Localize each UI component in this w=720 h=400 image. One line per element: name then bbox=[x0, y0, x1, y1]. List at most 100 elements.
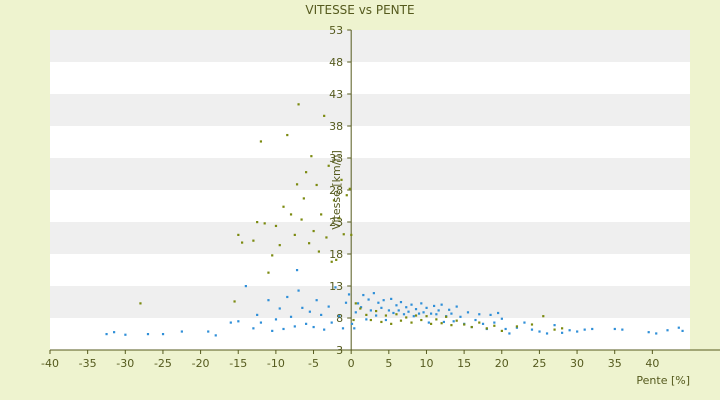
data-point bbox=[354, 302, 357, 305]
data-point bbox=[350, 233, 353, 236]
data-point bbox=[293, 325, 296, 328]
data-point bbox=[407, 310, 410, 313]
data-point bbox=[302, 197, 305, 200]
y-tick-label: 3 bbox=[336, 344, 343, 357]
data-point bbox=[647, 331, 650, 334]
data-point bbox=[410, 321, 413, 324]
data-point bbox=[478, 321, 481, 324]
data-point bbox=[289, 213, 293, 216]
grid-band bbox=[50, 286, 690, 318]
data-point bbox=[207, 330, 210, 333]
data-point bbox=[286, 295, 289, 299]
data-point bbox=[380, 320, 383, 324]
data-point bbox=[420, 318, 423, 322]
data-point bbox=[340, 178, 343, 181]
data-point bbox=[655, 332, 658, 335]
data-point bbox=[256, 313, 259, 316]
data-point bbox=[485, 327, 488, 330]
data-point bbox=[308, 310, 311, 313]
data-point bbox=[345, 194, 348, 197]
x-tick-label: 20 bbox=[495, 357, 509, 370]
data-point bbox=[297, 289, 300, 292]
data-point bbox=[233, 300, 236, 303]
data-point bbox=[139, 302, 142, 305]
data-point bbox=[267, 271, 270, 274]
data-point bbox=[278, 244, 281, 247]
data-point bbox=[412, 315, 415, 318]
data-point bbox=[530, 323, 534, 326]
data-point bbox=[470, 325, 473, 329]
data-point bbox=[308, 242, 311, 245]
data-point bbox=[259, 321, 263, 324]
y-tick-label: 43 bbox=[329, 88, 343, 101]
data-point bbox=[397, 309, 400, 312]
data-point bbox=[354, 311, 357, 314]
data-point bbox=[214, 334, 217, 337]
data-point bbox=[666, 329, 669, 332]
data-point bbox=[327, 164, 330, 167]
data-point bbox=[338, 217, 341, 220]
data-point bbox=[384, 318, 388, 322]
data-point bbox=[493, 321, 496, 324]
data-point bbox=[278, 307, 281, 310]
data-point bbox=[312, 229, 315, 233]
grid-band bbox=[50, 158, 690, 190]
data-point bbox=[301, 306, 304, 309]
data-point bbox=[466, 311, 470, 314]
data-point bbox=[481, 322, 485, 325]
data-point bbox=[338, 315, 341, 318]
data-point bbox=[315, 299, 318, 302]
data-point bbox=[478, 313, 481, 316]
data-point bbox=[330, 260, 333, 263]
data-point bbox=[305, 322, 308, 325]
data-point bbox=[435, 313, 438, 316]
y-tick-label: 18 bbox=[329, 248, 343, 261]
data-point bbox=[282, 205, 285, 208]
data-point bbox=[474, 318, 477, 322]
data-point bbox=[414, 314, 418, 317]
data-point bbox=[362, 293, 365, 297]
data-point bbox=[297, 103, 300, 106]
data-point bbox=[504, 327, 507, 331]
data-point bbox=[241, 241, 244, 244]
x-tick-label: -30 bbox=[116, 357, 134, 370]
data-point bbox=[621, 328, 624, 331]
y-tick-label: 33 bbox=[329, 152, 343, 165]
data-point bbox=[681, 329, 684, 332]
data-point bbox=[489, 313, 492, 316]
data-point bbox=[323, 114, 326, 117]
x-tick-label: -15 bbox=[229, 357, 247, 370]
data-point bbox=[267, 299, 270, 302]
data-point bbox=[256, 221, 259, 224]
x-tick-label: -25 bbox=[154, 357, 172, 370]
data-point bbox=[124, 333, 127, 336]
data-point bbox=[289, 315, 293, 318]
data-point bbox=[613, 327, 616, 331]
y-tick-label: 8 bbox=[336, 312, 343, 325]
data-point bbox=[422, 311, 425, 314]
data-point bbox=[310, 155, 313, 158]
data-point bbox=[341, 327, 345, 330]
data-point bbox=[365, 313, 368, 316]
data-point bbox=[445, 315, 448, 318]
x-tick-label: -40 bbox=[41, 357, 59, 370]
data-point bbox=[414, 308, 418, 311]
data-point bbox=[348, 187, 351, 190]
data-point bbox=[459, 315, 462, 318]
data-point bbox=[252, 327, 255, 330]
y-tick-label: 28 bbox=[329, 184, 343, 197]
data-point bbox=[442, 320, 445, 324]
data-point bbox=[369, 309, 372, 312]
data-point bbox=[317, 250, 320, 253]
data-point bbox=[576, 330, 579, 333]
data-point bbox=[437, 309, 440, 312]
data-point bbox=[161, 333, 165, 336]
data-point bbox=[332, 199, 336, 202]
data-point bbox=[402, 313, 406, 316]
data-point bbox=[429, 322, 433, 325]
data-point bbox=[369, 318, 372, 322]
data-point bbox=[390, 322, 393, 325]
data-point bbox=[323, 328, 326, 331]
